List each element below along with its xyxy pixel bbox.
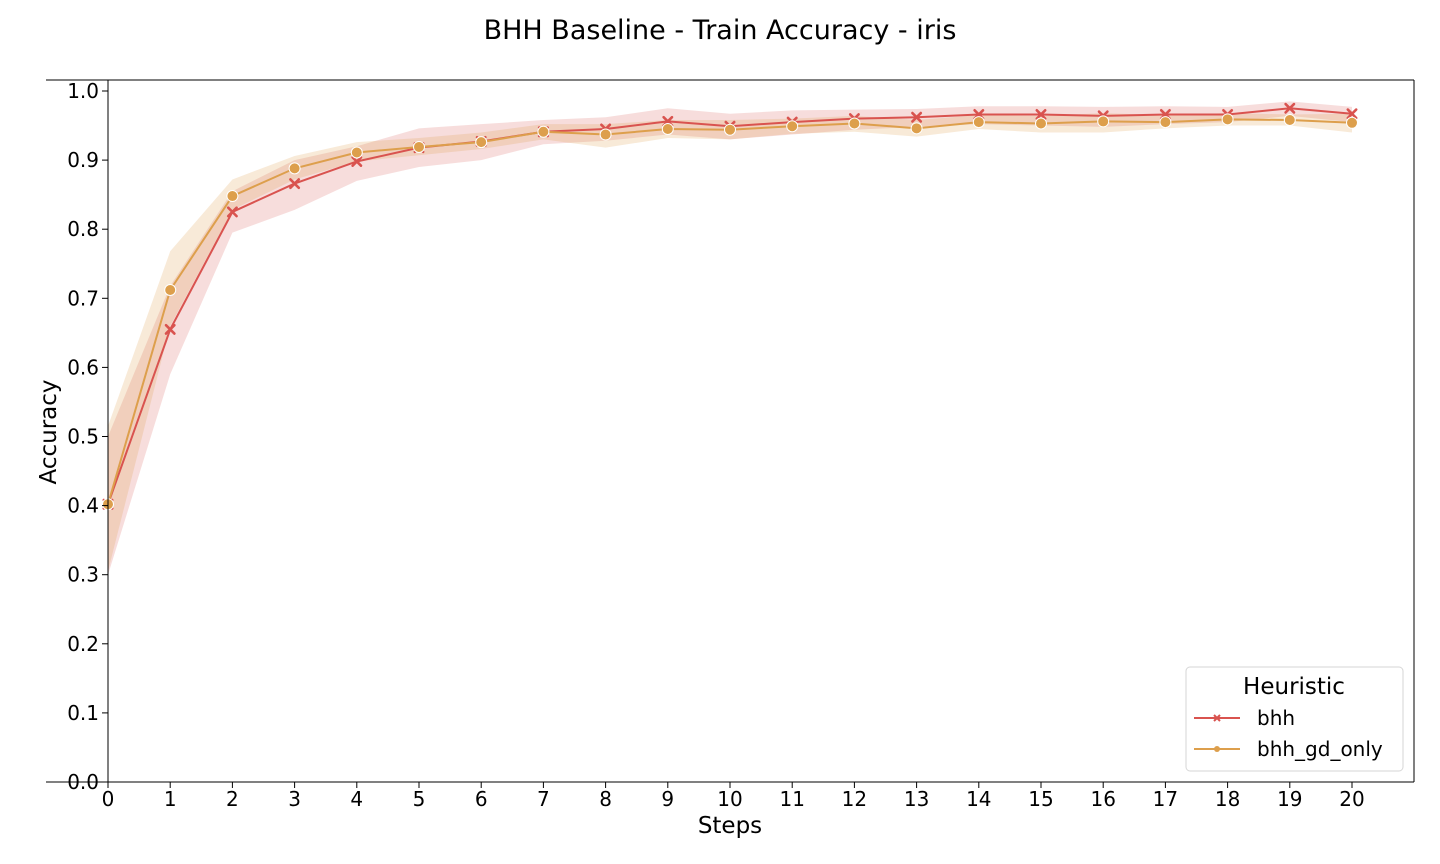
x-tick-label: 13 <box>904 787 929 811</box>
point-bhh-gd-only <box>599 128 612 141</box>
x-tick-label: 14 <box>966 787 991 811</box>
x-axis-label: Steps <box>698 813 762 839</box>
y-tick-label: 0.7 <box>67 286 99 310</box>
y-tick-label: 0.3 <box>67 563 99 587</box>
point-bhh-gd-only <box>413 140 425 153</box>
point-bhh <box>911 111 923 123</box>
y-tick-label: 0.2 <box>67 632 99 656</box>
point-bhh-gd-only <box>226 190 239 203</box>
x-tick-label: 11 <box>779 787 804 811</box>
point-bhh-gd-only <box>972 116 985 129</box>
point-bhh-gd-only <box>350 146 363 159</box>
legend-marker-bhh-gd-only <box>1214 746 1220 752</box>
x-tick-label: 0 <box>102 787 115 811</box>
y-tick-label: 0.4 <box>67 494 99 518</box>
x-tick-label: 4 <box>350 787 363 811</box>
x-tick-label: 1 <box>164 787 177 811</box>
x-tick-label: 10 <box>717 787 742 811</box>
point-bhh-gd-only <box>1159 116 1172 129</box>
point-bhh <box>289 178 301 190</box>
x-tick-label: 7 <box>537 787 550 811</box>
point-bhh-gd-only <box>164 284 177 297</box>
x-tick-label: 12 <box>842 787 867 811</box>
y-tick-label: 0.5 <box>67 425 99 449</box>
point-bhh-gd-only <box>1283 114 1296 127</box>
point-bhh-gd-only <box>910 122 923 135</box>
x-tick-label: 6 <box>475 787 488 811</box>
point-bhh-gd-only <box>1035 117 1047 130</box>
x-tick-label: 18 <box>1215 787 1240 811</box>
point-bhh-gd-only <box>848 117 861 130</box>
x-axis-ticks: 0 1 2 3 4 5 6 7 8 9 10 11 12 13 14 15 16 17 18 19 20 <box>102 782 1365 811</box>
x-tick-label: 17 <box>1153 787 1178 811</box>
point-bhh-gd-only <box>1097 115 1110 128</box>
point-bhh-gd-only <box>537 125 550 138</box>
point-bhh-gd-only <box>786 120 799 133</box>
x-tick-label: 15 <box>1028 787 1053 811</box>
chart-title: BHH Baseline - Train Accuracy - iris <box>484 15 957 46</box>
y-axis-label: Accuracy <box>36 379 62 484</box>
y-tick-label: 0.6 <box>67 355 99 379</box>
point-bhh <box>1284 102 1296 114</box>
x-tick-label: 8 <box>599 787 612 811</box>
legend-box <box>1185 666 1404 772</box>
point-bhh-gd-only <box>475 136 488 149</box>
point-bhh-gd-only <box>661 123 674 136</box>
point-bhh <box>351 155 363 167</box>
x-tick-label: 19 <box>1277 787 1302 811</box>
x-tick-label: 16 <box>1090 787 1115 811</box>
x-tick-label: 2 <box>226 787 239 811</box>
legend-label-bhh-gd-only: bhh_gd_only <box>1257 737 1383 761</box>
point-bhh-gd-only <box>724 123 736 136</box>
x-tick-label: 9 <box>661 787 674 811</box>
y-tick-label: 0.1 <box>67 701 99 725</box>
y-tick-label: 0.8 <box>67 217 99 241</box>
x-tick-label: 5 <box>413 787 426 811</box>
point-bhh <box>164 323 176 335</box>
point-bhh <box>226 206 238 218</box>
y-tick-label: 0.9 <box>67 148 99 172</box>
point-bhh-gd-only <box>1221 113 1234 126</box>
x-tick-label: 20 <box>1339 787 1364 811</box>
point-bhh <box>1035 108 1047 120</box>
x-tick-label: 3 <box>288 787 301 811</box>
legend-marker-bhh <box>1213 714 1221 722</box>
point-bhh <box>1346 108 1358 120</box>
legend-title: Heuristic <box>1243 674 1345 700</box>
y-tick-label: 0.0 <box>67 770 99 794</box>
y-tick-label: 1.0 <box>67 79 99 103</box>
legend: Heuristic bhh bhh_gd_only <box>1185 666 1404 772</box>
point-bhh-gd-only <box>1346 116 1358 129</box>
point-bhh-gd-only <box>288 162 301 175</box>
series-markers <box>102 102 1358 511</box>
y-axis-ticks: 0.0 0.1 0.2 0.3 0.4 0.5 0.6 0.7 0.8 0.9 1.0 <box>67 79 108 794</box>
legend-label-bhh: bhh <box>1257 706 1295 730</box>
